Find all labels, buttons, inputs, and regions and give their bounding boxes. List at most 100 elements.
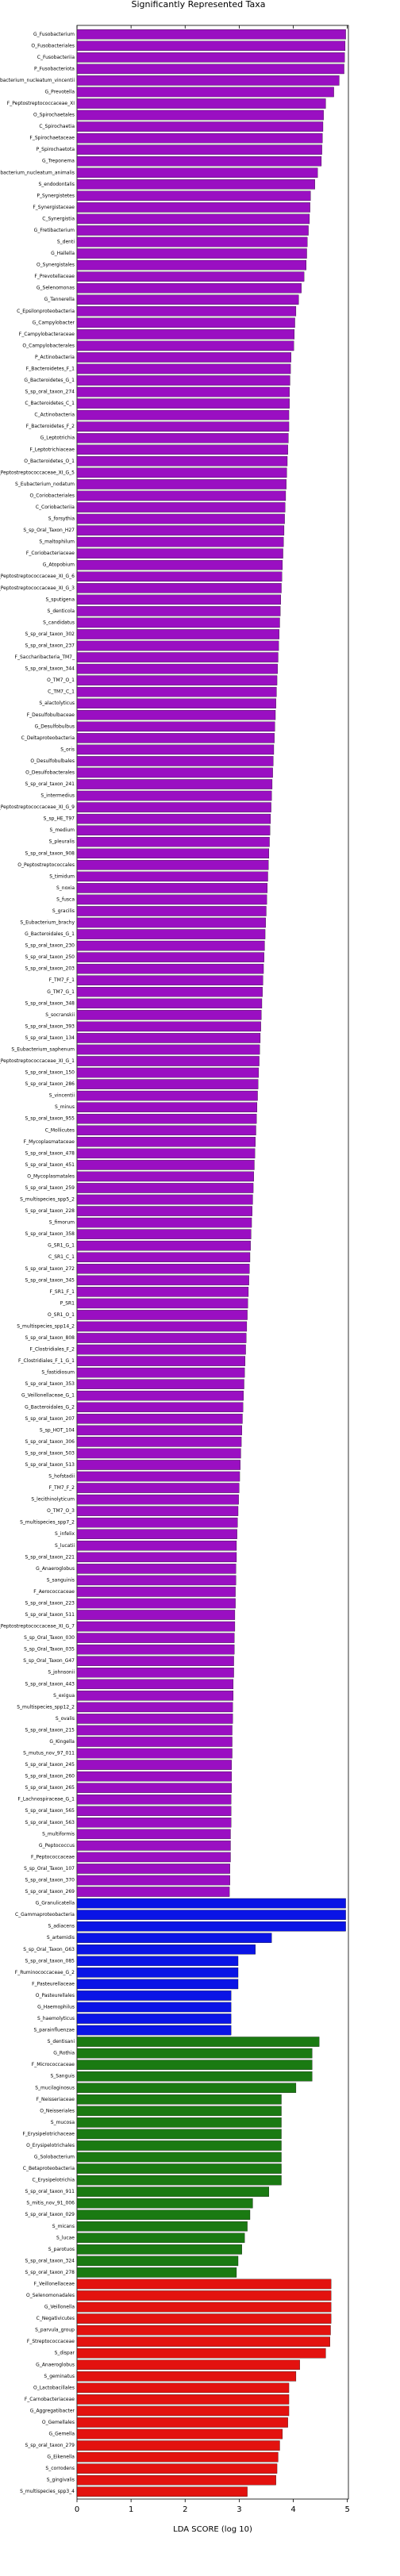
- bar-label: F_Spirochaetaceae: [29, 136, 75, 141]
- bar: [76, 1771, 232, 1782]
- bar: [76, 1264, 250, 1274]
- bar-label: S_medium: [50, 827, 75, 833]
- bar: [76, 1714, 233, 1724]
- bar: [76, 2083, 297, 2094]
- bar-label: G_Campylobacter: [33, 320, 75, 325]
- bar: [76, 2117, 282, 2128]
- bar-label: O_SR1_O_1: [48, 1312, 75, 1318]
- bar-label: S_sp_oral_taxon_302: [25, 632, 75, 637]
- bar-label: S_sp_Oral_Taxon_030: [24, 1635, 75, 1641]
- bar-label: G_Fusobacterium: [33, 32, 75, 37]
- bar-label: G_Haemophilus: [37, 2004, 75, 2010]
- bar-label: G_Solobacterium: [34, 2155, 75, 2160]
- bar-label: S_Sanguis: [50, 2074, 75, 2079]
- bar-label: S_sp_oral_taxon_286: [25, 1081, 75, 1087]
- bar-label: O_Selenomonadales: [26, 2293, 75, 2298]
- bar: [76, 1818, 232, 1828]
- bar: [76, 721, 275, 732]
- bar: [76, 1506, 239, 1516]
- bar: [76, 1137, 256, 1147]
- bar: [76, 2428, 283, 2440]
- bar: [76, 2278, 332, 2290]
- bar: [76, 790, 272, 801]
- bar: [76, 2451, 279, 2463]
- bar: [76, 940, 265, 951]
- bar: [76, 1679, 234, 1690]
- bar-label: S_sp_oral_taxon_250: [25, 954, 75, 960]
- bar-label: S_sp_oral_taxon_955: [25, 1116, 75, 1122]
- bar: [76, 1944, 256, 1955]
- bar: [76, 825, 271, 835]
- bar-label: F_Peptostreptococcaceae_XI_G_7: [0, 1624, 75, 1630]
- bar: [76, 2152, 282, 2163]
- bar: [76, 813, 271, 824]
- bar: [76, 2336, 330, 2347]
- bar: [76, 1356, 246, 1366]
- bar: [76, 1552, 237, 1563]
- bar-label: G_Kingella: [49, 1739, 75, 1745]
- bar: [76, 1794, 232, 1805]
- bar: [76, 2440, 280, 2451]
- bar: [76, 329, 295, 340]
- bar-label: F_Coriobacteriaceae: [26, 551, 75, 556]
- bar-label: G_TM7_G_1: [47, 989, 75, 995]
- bar: [76, 1956, 239, 1967]
- bar-label: S_Eubacterium_saphenum: [11, 1046, 75, 1052]
- bar: [76, 2371, 297, 2382]
- bar: [76, 963, 264, 974]
- bar: [76, 2313, 332, 2324]
- bar: [76, 513, 285, 524]
- bar: [76, 2186, 270, 2197]
- bar-label: S_sp_Oral_Taxon_107: [24, 1866, 75, 1872]
- bar: [76, 836, 270, 847]
- bar-label: S_gracilis: [52, 908, 75, 914]
- bar: [76, 259, 307, 271]
- bar-label: S_haemolyticus: [37, 2016, 75, 2021]
- bar-label: P_Spirochaetota: [37, 147, 75, 152]
- bar: [76, 1898, 346, 1909]
- bar: [76, 871, 268, 882]
- bar: [76, 1379, 244, 1389]
- bar: [76, 340, 294, 351]
- bar: [76, 1875, 230, 1886]
- x-tick-label: 0: [75, 2505, 79, 2514]
- bar-label: S_timidum: [49, 873, 75, 879]
- bar-label: S_sp_oral_taxon_260: [25, 1774, 75, 1779]
- bar: [76, 663, 278, 674]
- bar: [76, 1021, 261, 1032]
- bar-label: S_sp_oral_taxon_324: [25, 2258, 75, 2263]
- bar-label: S_sp_HE_T97: [44, 816, 75, 822]
- bar: [76, 594, 281, 605]
- bar: [76, 282, 302, 294]
- bar-label: S_hofstadii: [48, 1474, 75, 1480]
- bar-label: S_sp_oral_taxon_443: [25, 1681, 75, 1687]
- bar: [76, 929, 266, 939]
- bar-label: O_TM7_O_1: [47, 678, 75, 683]
- bar: [76, 2463, 278, 2474]
- bar: [76, 1910, 346, 1920]
- bar-label: S_sp_oral_taxon_223: [25, 1600, 75, 1606]
- bar-label: S_fimorum: [49, 1220, 75, 1226]
- bar-label: S_sp_oral_taxon_344: [25, 666, 75, 672]
- bar: [76, 675, 278, 685]
- bar-label: S_sp_oral_taxon_306: [25, 1439, 75, 1445]
- bar: [76, 2486, 248, 2497]
- bar-label: S_sp_oral_taxon_150: [25, 1070, 75, 1076]
- bar: [76, 2025, 232, 2036]
- bar-label: S_vincentii: [49, 1093, 75, 1099]
- bar: [76, 109, 324, 121]
- bar-label: S_multispecies_spp3_4: [20, 2489, 75, 2494]
- bar-label: C_Epsilonproteobacteria: [17, 309, 75, 314]
- bar: [76, 1979, 239, 1990]
- bar-label: F_Carnobacteriaceae: [25, 2397, 75, 2402]
- bar-label: F_Micrococcaceae: [32, 2062, 75, 2067]
- bar-label: S_mutus_nov_97_011: [23, 1751, 75, 1756]
- bar: [76, 213, 310, 225]
- bar-label: S_pleuralis: [49, 839, 75, 845]
- bar-label: F_Clostridiales_F_1_G_1: [18, 1358, 75, 1364]
- bar: [76, 1448, 241, 1459]
- bar: [76, 1667, 234, 1678]
- bar: [76, 63, 344, 75]
- bar-label: G_Desulfobulbus: [35, 724, 75, 729]
- bar: [76, 190, 311, 202]
